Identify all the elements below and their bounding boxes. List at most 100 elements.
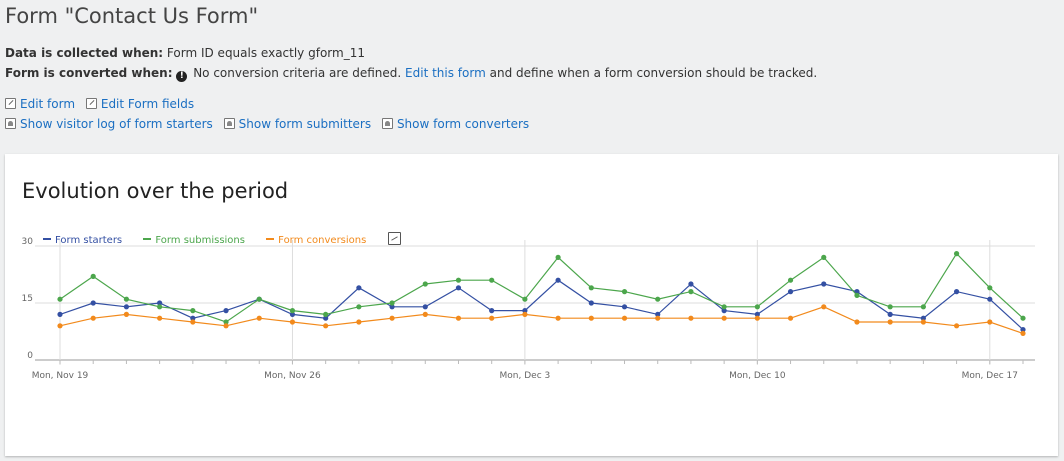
data-point xyxy=(223,323,229,329)
data-point xyxy=(223,319,229,325)
data-point xyxy=(389,300,395,306)
data-point xyxy=(256,296,262,302)
data-point xyxy=(157,315,163,321)
data-point xyxy=(920,319,926,325)
x-tick-label: Mon, Dec 3 xyxy=(500,371,551,381)
data-point xyxy=(953,251,960,257)
edit-form-fields-link[interactable]: Edit Form fields xyxy=(85,97,195,111)
data-point xyxy=(887,311,893,317)
data-point xyxy=(522,296,528,302)
data-point xyxy=(1020,315,1026,321)
data-point xyxy=(854,319,860,325)
data-point xyxy=(588,285,594,291)
data-point xyxy=(323,311,329,317)
data-point xyxy=(190,308,196,314)
legend-label: Form submissions xyxy=(155,235,245,246)
data-point xyxy=(356,304,362,310)
exclamation-icon: ! xyxy=(176,71,188,82)
data-point xyxy=(953,323,960,329)
x-tick-label: Mon, Dec 10 xyxy=(729,371,786,381)
data-point xyxy=(987,285,993,291)
data-point xyxy=(721,308,727,314)
data-point xyxy=(90,273,96,279)
collected-value: Form ID equals exactly gform_11 xyxy=(166,46,365,60)
form-converters-label[interactable]: Show form converters xyxy=(396,117,530,131)
data-point xyxy=(455,285,462,291)
data-point xyxy=(489,277,495,283)
data-point xyxy=(57,323,63,329)
visitor-log-icon xyxy=(223,118,235,129)
page-title: Form "Contact Us Form" xyxy=(5,4,259,28)
data-point xyxy=(854,292,860,298)
data-point xyxy=(588,300,594,306)
form-submitters-link[interactable]: Show form submitters xyxy=(223,117,372,131)
visitor-log-label[interactable]: Show visitor log of form starters xyxy=(20,117,213,131)
data-point xyxy=(555,315,561,321)
conversion-criteria: Form is converted when: ! No conversion … xyxy=(5,66,817,82)
data-point xyxy=(787,277,794,283)
data-point xyxy=(323,315,329,321)
data-point xyxy=(57,311,63,317)
edit-form-fields-label[interactable]: Edit Form fields xyxy=(100,97,195,111)
data-point xyxy=(920,304,926,310)
visitor-log-link[interactable]: Show visitor log of form starters xyxy=(5,117,213,131)
converted-message: No conversion criteria are defined. xyxy=(193,66,402,80)
data-point xyxy=(887,304,893,310)
x-tick-label: Mon, Nov 19 xyxy=(32,371,89,381)
data-point xyxy=(953,289,960,295)
collected-label: Data is collected when: xyxy=(5,46,164,60)
data-point xyxy=(256,315,262,321)
y-tick-label: 30 xyxy=(22,237,34,247)
data-point xyxy=(821,254,827,260)
data-point xyxy=(57,296,63,302)
form-converters-link[interactable]: Show form converters xyxy=(381,117,530,131)
data-point xyxy=(455,315,462,321)
data-point xyxy=(854,289,860,295)
legend-item-form-starters[interactable]: Form starters xyxy=(43,235,122,246)
edit-links: Edit form Edit Form fields xyxy=(5,97,201,111)
data-point xyxy=(655,296,661,302)
data-point xyxy=(422,304,428,310)
series-line-1 xyxy=(59,252,1024,323)
data-point xyxy=(821,304,827,310)
data-point xyxy=(887,319,893,325)
edit-form-label[interactable]: Edit form xyxy=(20,97,76,111)
chart-legend: Form starters Form submissions Form conv… xyxy=(43,232,401,246)
data-point xyxy=(422,281,428,287)
data-point xyxy=(522,311,528,317)
edit-this-form-link[interactable]: Edit this form xyxy=(405,66,486,80)
edit-form-link[interactable]: Edit form xyxy=(5,97,75,111)
data-point xyxy=(489,315,495,321)
data-point xyxy=(555,254,561,260)
edit-icon xyxy=(85,98,97,109)
data-point xyxy=(1020,327,1026,333)
data-point xyxy=(920,315,926,321)
data-point xyxy=(190,319,196,325)
data-point xyxy=(655,311,661,317)
data-point xyxy=(455,277,462,283)
chart-export-icon[interactable] xyxy=(387,232,401,245)
data-point xyxy=(688,281,694,287)
legend-item-form-submissions[interactable]: Form submissions xyxy=(143,235,245,246)
card-title: Evolution over the period xyxy=(22,179,289,203)
legend-swatch xyxy=(266,238,275,240)
data-point xyxy=(1020,330,1026,336)
data-point xyxy=(389,304,395,310)
data-point xyxy=(754,311,760,317)
form-submitters-label[interactable]: Show form submitters xyxy=(238,117,372,131)
data-point xyxy=(90,315,96,321)
report-links: Show visitor log of form starters Show f… xyxy=(5,117,536,131)
data-point xyxy=(190,315,196,321)
data-point xyxy=(588,315,594,321)
data-point xyxy=(123,304,130,310)
data-point xyxy=(688,315,694,321)
visitor-log-icon xyxy=(381,118,393,129)
series-line-0 xyxy=(59,279,1024,331)
data-point xyxy=(655,315,661,321)
data-point xyxy=(90,300,96,306)
data-point xyxy=(123,296,130,302)
legend-label: Form conversions xyxy=(278,235,367,246)
legend-label: Form starters xyxy=(55,235,123,246)
legend-item-form-conversions[interactable]: Form conversions xyxy=(266,235,366,246)
visitor-log-icon xyxy=(5,118,16,129)
